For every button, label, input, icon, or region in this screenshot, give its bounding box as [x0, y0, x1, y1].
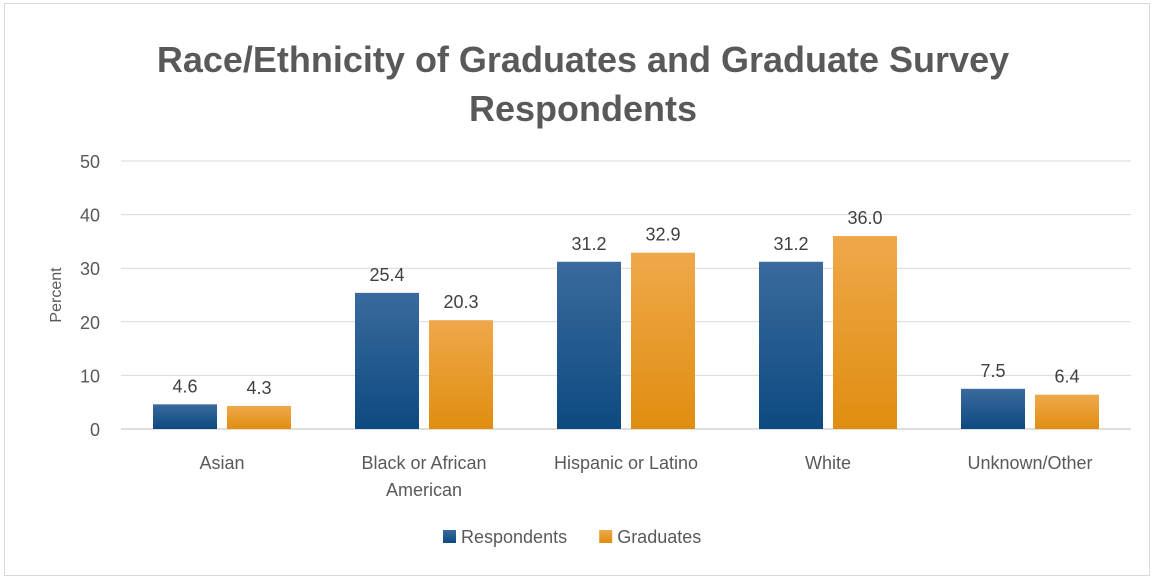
data-label: 20.3: [443, 292, 478, 312]
y-axis-label: Percent: [48, 267, 65, 323]
bar-graduates: [833, 236, 897, 429]
bar-respondents: [961, 388, 1025, 429]
x-tick-label: Asian: [199, 453, 244, 473]
bar-respondents: [153, 404, 217, 429]
legend: Respondents Graduates: [443, 527, 701, 547]
legend-swatch: [599, 530, 613, 543]
bars: [153, 236, 1099, 429]
legend-item: Graduates: [599, 527, 701, 547]
x-tick-label: Unknown/Other: [967, 453, 1092, 473]
data-label: 31.2: [773, 234, 808, 254]
x-tick-label: American: [386, 480, 462, 500]
y-tick-label: 0: [90, 420, 100, 440]
x-tick-label: Hispanic or Latino: [554, 453, 698, 473]
x-tick-label: Black or African: [361, 453, 486, 473]
data-label: 4.3: [246, 378, 271, 398]
data-label: 6.4: [1054, 367, 1079, 387]
legend-label: Graduates: [617, 527, 701, 547]
data-label: 4.6: [172, 376, 197, 396]
bar-graduates: [1035, 394, 1099, 429]
data-labels: 4.6 4.3 25.4 20.3 31.2 32.9 31.2 36.0 7.5 6.4: [172, 208, 1079, 398]
chart-title: Race/Ethnicity of Graduates and Graduate…: [157, 39, 1009, 129]
y-tick-label: 10: [80, 366, 100, 386]
chart-title-line: Respondents: [469, 88, 697, 129]
y-tick-label: 40: [80, 206, 100, 226]
data-label: 36.0: [847, 208, 882, 228]
legend-item: Respondents: [443, 527, 567, 547]
x-tick-label: White: [805, 453, 851, 473]
bar-graduates: [227, 405, 291, 429]
bar-graduates: [631, 252, 695, 429]
bar-chart: Race/Ethnicity of Graduates and Graduate…: [48, 39, 1131, 547]
data-label: 25.4: [369, 265, 404, 285]
y-tick-label: 30: [80, 259, 100, 279]
legend-swatch: [443, 530, 456, 543]
bar-respondents: [759, 261, 823, 429]
y-axis-ticks: 0 10 20 30 40 50: [80, 152, 100, 440]
bar-graduates: [429, 320, 493, 429]
x-axis-ticks: Asian Black or African American Hispanic or…: [199, 453, 1092, 500]
legend-label: Respondents: [461, 527, 567, 547]
y-tick-label: 20: [80, 313, 100, 333]
chart-title-line: Race/Ethnicity of Graduates and Graduate…: [157, 39, 1009, 80]
bar-respondents: [557, 261, 621, 429]
y-tick-label: 50: [80, 152, 100, 172]
chart-frame: Race/Ethnicity of Graduates and Graduate…: [4, 3, 1150, 576]
data-label: 7.5: [980, 361, 1005, 381]
data-label: 31.2: [571, 234, 606, 254]
bar-respondents: [355, 292, 419, 429]
data-label: 32.9: [645, 225, 680, 245]
